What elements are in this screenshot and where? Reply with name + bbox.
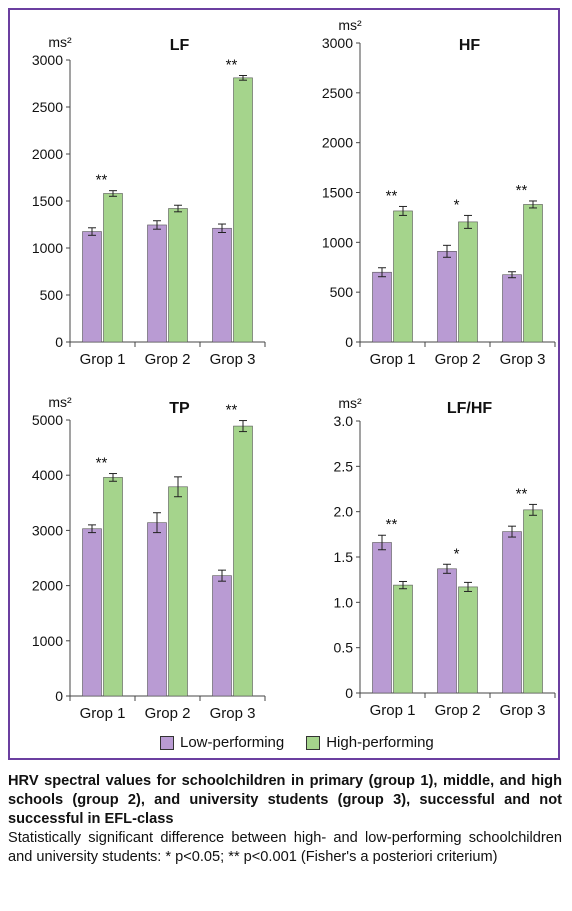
panel-1-x-tick-label: Grop 1 [80, 351, 126, 368]
panel-3-bar-low [82, 528, 102, 697]
panel-1-y-tick-label: 3000 [32, 52, 63, 68]
panel-2-bar-high [458, 221, 478, 343]
legend: Low-performing High-performing [160, 734, 434, 751]
panel-3-x-tick-label: Grop 1 [80, 705, 126, 722]
panel-4-y-tick-label: 1.0 [334, 594, 354, 610]
panel-3-y-tick-label: 2000 [32, 578, 63, 594]
panel-3-y-tick-label: 0 [55, 688, 63, 704]
panel-1-y-tick-label: 1500 [32, 193, 63, 209]
panel-4-bar-high [458, 586, 478, 694]
panel-3-y-tick-label: 3000 [32, 522, 63, 538]
panel-4-x-tick-label: Grop 2 [435, 702, 481, 719]
panel-4-unit-label: ms² [338, 395, 362, 411]
panel-4-significance-label: ** [516, 485, 528, 502]
panel-3-y-tick-label: 1000 [32, 633, 63, 649]
panel-1-bar-high [233, 77, 253, 343]
legend-swatch-low [160, 735, 174, 750]
panel-1-title: LF [170, 37, 190, 54]
panel-2-y-tick-label: 1000 [322, 234, 353, 250]
panel-3-bar-low [147, 522, 167, 697]
figure-frame: ms² LF 0 500 1000 1500 2000 2500 3000 Grop 1 ** Gro… [8, 8, 560, 760]
panel-3-y-tick-label: 4000 [32, 467, 63, 483]
panel-4-y-tick-label: 3.0 [334, 413, 354, 429]
panel-3-x-tick-label: Grop 3 [210, 705, 256, 722]
panel-1-bar-low [147, 224, 167, 343]
panel-3-bar-high [233, 425, 253, 697]
panel-4-y-tick-label: 2.0 [334, 504, 354, 520]
panel-2-y-tick-label: 1500 [322, 185, 353, 201]
panel-4-title: LF/HF [447, 400, 493, 417]
panel-4-significance-label: * [454, 545, 460, 562]
panel-2-significance-label: ** [386, 187, 398, 204]
legend-label-low: Low-performing [180, 734, 285, 751]
panel-4-y-tick-label: 0 [345, 685, 353, 701]
legend-label-high: High-performing [326, 734, 434, 751]
panel-3-bar-low [212, 575, 232, 697]
panel-4-x-tick-label: Grop 1 [370, 702, 416, 719]
panel-3-significance-label: ** [226, 402, 238, 419]
panel-4-y-tick-label: 2.5 [334, 458, 354, 474]
caption-note: Statistically significant difference bet… [8, 830, 562, 865]
panel-1-bar-low [212, 227, 232, 343]
panel-2-title: HF [459, 37, 481, 54]
panel-2-y-tick-label: 3000 [322, 35, 353, 51]
panel-2-significance-label: * [454, 196, 460, 213]
panel-4-y-tick-label: 1.5 [334, 549, 354, 565]
panel-1-y-tick-label: 1000 [32, 240, 63, 256]
panel-1-bar-high [103, 193, 123, 343]
panel-1-significance-label: ** [96, 172, 108, 189]
caption-title: HRV spectral values for schoolchildren i… [8, 773, 562, 827]
panel-3-y-tick-label: 5000 [32, 412, 63, 428]
panel-1-y-tick-label: 0 [55, 334, 63, 350]
panel-2-bar-low [502, 274, 522, 343]
panel-2-x-tick-label: Grop 1 [370, 351, 416, 368]
panel-1-y-tick-label: 2000 [32, 146, 63, 162]
panel-3-title: TP [169, 400, 190, 417]
panel-4-bar-low [372, 542, 392, 694]
panel-3-x-tick-label: Grop 2 [145, 705, 191, 722]
panel-1-x-tick-label: Grop 3 [210, 351, 256, 368]
panel-2-significance-label: ** [516, 182, 528, 199]
panel-2-bar-high [393, 210, 413, 343]
panel-1-bar-low [82, 231, 102, 343]
panel-4-bar-high [523, 509, 543, 694]
panel-2-y-tick-label: 2500 [322, 85, 353, 101]
panel-2-unit-label: ms² [338, 17, 362, 33]
panel-3-bar-high [103, 477, 123, 697]
panel-1-bar-high [168, 208, 188, 343]
panel-4-bar-high [393, 584, 413, 694]
panel-2-bar-high [523, 204, 543, 343]
legend-swatch-high [306, 735, 321, 750]
panel-4-significance-label: ** [386, 516, 398, 533]
panel-1-y-tick-label: 2500 [32, 99, 63, 115]
panel-4-y-tick-label: 0.5 [334, 640, 354, 656]
panel-1-x-tick-label: Grop 2 [145, 351, 191, 368]
panel-3-unit-label: ms² [48, 394, 72, 410]
panel-2-y-tick-label: 2000 [322, 135, 353, 151]
panel-2-x-tick-label: Grop 3 [500, 351, 546, 368]
panel-2-x-tick-label: Grop 2 [435, 351, 481, 368]
panel-1-y-tick-label: 500 [40, 287, 64, 303]
panel-4-bar-low [502, 531, 522, 694]
panel-2-bar-low [437, 251, 457, 343]
panel-1-significance-label: ** [226, 57, 238, 74]
panel-4-bar-low [437, 568, 457, 694]
panel-2-bar-low [372, 271, 392, 343]
panel-2-y-tick-label: 0 [345, 334, 353, 350]
legend-item-low: Low-performing [160, 734, 284, 751]
panel-3-significance-label: ** [96, 455, 108, 472]
panel-1-unit-label: ms² [48, 34, 72, 50]
panel-3-bar-high [168, 486, 188, 697]
figure-caption: HRV spectral values for schoolchildren i… [8, 772, 562, 867]
panel-4-x-tick-label: Grop 3 [500, 702, 546, 719]
panel-2-y-tick-label: 500 [330, 284, 354, 300]
legend-item-high: High-performing [306, 734, 434, 751]
